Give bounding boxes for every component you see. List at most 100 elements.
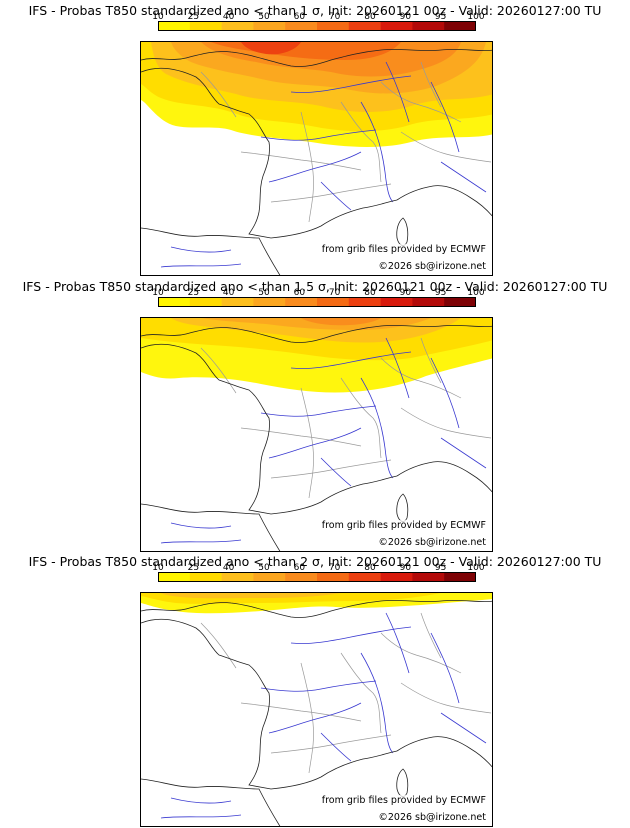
colorbar-tick-label: 100 (467, 288, 485, 298)
colorbar-bin (285, 297, 318, 307)
colorbar-tick-label: 25 (187, 12, 200, 22)
colorbar-bin (380, 572, 413, 582)
colorbar-tick-label: 25 (187, 563, 200, 573)
admin-border (340, 652, 382, 734)
colorbar (158, 21, 476, 31)
colorbar-tick-label: 70 (328, 12, 341, 22)
coastline (396, 185, 492, 217)
colorbar-bin (189, 297, 222, 307)
panel-title: IFS - Probas T850 standardized ano < tha… (22, 279, 608, 294)
panel-title: IFS - Probas T850 standardized ano < tha… (28, 3, 602, 18)
admin-border (200, 347, 237, 394)
colorbar-bin (285, 21, 318, 31)
colorbar-tick-label: 80 (364, 563, 376, 573)
admin-border (380, 81, 462, 123)
data-source-credit: from grib files provided by ECMWF (320, 520, 487, 531)
admin-border (240, 702, 362, 722)
panel-3-sigma-2: IFS - Probas T850 standardized ano < tha… (0, 551, 630, 827)
river (268, 151, 362, 183)
river (170, 797, 232, 804)
colorbar-tick-label: 80 (364, 12, 376, 22)
river (385, 61, 410, 123)
colorbar-bin (317, 297, 350, 307)
coastline (396, 736, 492, 768)
admin-border (400, 682, 492, 714)
colorbar-tick-label: 70 (328, 288, 341, 298)
colorbar-bin (189, 21, 222, 31)
colorbar-tick-labels: 10 25 40 50 60 70 80 90 95 100 (152, 12, 484, 23)
data-source-credit: from grib files provided by ECMWF (320, 795, 487, 806)
colorbar-tick-label: 80 (364, 288, 376, 298)
admin-border (340, 101, 382, 183)
colorbar-bin (444, 21, 476, 31)
river (360, 377, 394, 479)
coastline (141, 778, 281, 826)
colorbar-tick-label: 90 (399, 288, 412, 298)
colorbar-bin (253, 572, 286, 582)
colorbar-bin (412, 21, 445, 31)
river (320, 181, 352, 211)
colorbar-tick-label: 40 (222, 288, 235, 298)
colorbar-tick-label: 10 (152, 12, 164, 22)
colorbar-tick-labels: 10 25 40 50 60 70 80 90 95 100 (152, 288, 484, 299)
probability-map: from grib files provided by ECMWF ©2026 … (140, 592, 493, 827)
colorbar-bin (158, 21, 191, 31)
colorbar-bin (317, 572, 350, 582)
admin-border (240, 427, 362, 447)
colorbar-tick-label: 100 (467, 12, 485, 22)
probability-map: from grib files provided by ECMWF ©2026 … (140, 41, 493, 276)
admin-border (340, 377, 382, 459)
river (360, 101, 394, 203)
colorbar-bin (412, 572, 445, 582)
colorbar-tick-label: 70 (328, 563, 341, 573)
colorbar-tick-label: 95 (434, 288, 447, 298)
colorbar (158, 572, 476, 582)
admin-border (300, 662, 314, 774)
river (260, 680, 377, 692)
colorbar-tick-label: 90 (399, 12, 412, 22)
colorbar-bin (158, 297, 191, 307)
river (268, 427, 362, 459)
colorbar-tick-label: 60 (293, 288, 306, 298)
admin-border (200, 622, 237, 669)
river (430, 357, 460, 429)
river (268, 702, 362, 734)
panel-1-sigma-1: IFS - Probas T850 standardized ano < tha… (0, 0, 630, 276)
colorbar-bin (189, 572, 222, 582)
colorbar-bin (348, 297, 381, 307)
colorbar-tick-label: 100 (467, 563, 485, 573)
coastline (141, 325, 492, 343)
admin-border (200, 71, 237, 118)
colorbar-tick-label: 10 (152, 288, 164, 298)
river (170, 522, 232, 529)
colorbar-bin (158, 572, 191, 582)
colorbar-tick-label: 95 (434, 12, 447, 22)
colorbar-bin (412, 297, 445, 307)
admin-border (300, 111, 314, 223)
river (320, 732, 352, 762)
admin-border (420, 61, 442, 108)
river (430, 632, 460, 704)
coastline (141, 67, 398, 239)
coastline (141, 49, 492, 67)
colorbar-tick-label: 50 (258, 563, 270, 573)
river (440, 437, 487, 469)
colorbar-frame (158, 297, 476, 307)
colorbar-bins (158, 572, 476, 582)
colorbar-bin (253, 21, 286, 31)
admin-border (400, 131, 492, 163)
river (170, 246, 232, 253)
river (440, 161, 487, 193)
colorbar-bin (348, 572, 381, 582)
colorbar-tick-label: 25 (187, 288, 200, 298)
colorbar-bin (444, 297, 476, 307)
data-source-credit: from grib files provided by ECMWF (320, 244, 487, 255)
colorbar-bin (348, 21, 381, 31)
colorbar-frame (158, 21, 476, 31)
admin-border (270, 734, 392, 754)
colorbar-tick-label: 95 (434, 563, 447, 573)
river (430, 81, 460, 153)
colorbar-bin (380, 21, 413, 31)
colorbar-bin (221, 21, 254, 31)
coastline (141, 600, 492, 618)
